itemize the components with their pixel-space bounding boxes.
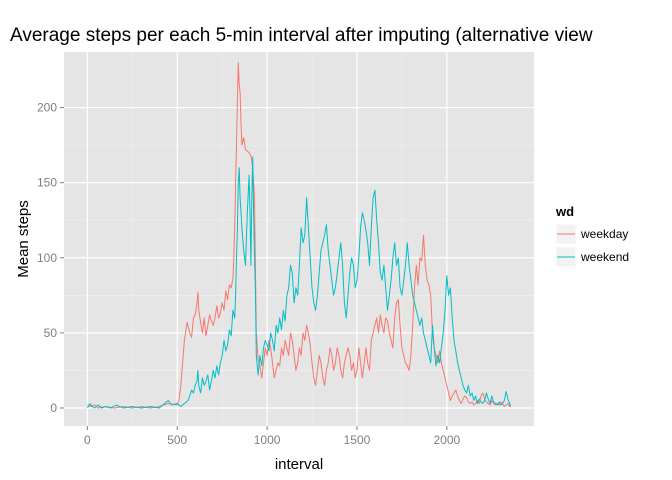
plot-panel — [64, 52, 534, 426]
chart-title: Average steps per each 5-min interval af… — [10, 25, 593, 46]
x-axis-ticks: 0 500 1000 1500 2000 — [84, 426, 460, 447]
series-line-weekday — [87, 62, 512, 409]
y-axis-title: Mean steps — [15, 200, 32, 278]
x-tick-label: 1500 — [344, 433, 371, 447]
x-tick-label: 0 — [84, 433, 91, 447]
x-axis-title: interval — [275, 456, 323, 473]
y-tick-label: 200 — [37, 101, 57, 115]
legend-title: wd — [555, 204, 574, 219]
x-tick-label: 2000 — [433, 433, 460, 447]
y-tick-label: 100 — [37, 251, 57, 265]
legend-label-weekend: weekend — [580, 250, 629, 264]
y-tick-label: 50 — [44, 326, 58, 340]
x-tick-label: 1000 — [254, 433, 281, 447]
y-tick-label: 150 — [37, 176, 57, 190]
legend-items: weekday weekend — [555, 223, 629, 268]
series-lines — [86, 62, 512, 409]
minor-gridlines — [64, 52, 534, 426]
major-gridlines — [64, 52, 534, 426]
legend-label-weekday: weekday — [580, 227, 628, 241]
legend: wd weekday weekend — [555, 204, 629, 268]
y-tick-label: 0 — [50, 401, 57, 415]
x-tick-label: 500 — [167, 433, 187, 447]
y-axis-ticks: 0 50 100 150 200 — [37, 101, 64, 415]
series-line-weekend — [86, 156, 512, 409]
